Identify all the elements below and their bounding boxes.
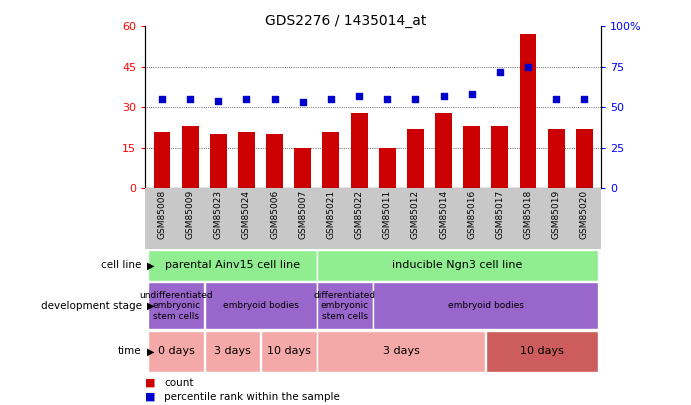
Bar bbox=[379, 148, 396, 188]
Point bbox=[184, 96, 196, 102]
Point bbox=[410, 96, 421, 102]
Text: GSM85011: GSM85011 bbox=[383, 190, 392, 239]
Text: count: count bbox=[164, 378, 194, 388]
Bar bbox=[317, 250, 598, 281]
Text: undifferentiated
embryonic
stem cells: undifferentiated embryonic stem cells bbox=[140, 291, 213, 321]
Text: GSM85024: GSM85024 bbox=[242, 190, 251, 239]
Text: 3 days: 3 days bbox=[383, 346, 419, 356]
Bar bbox=[205, 282, 316, 329]
Text: ■: ■ bbox=[145, 378, 155, 388]
Text: embryoid bodies: embryoid bodies bbox=[223, 301, 299, 310]
Text: GSM85017: GSM85017 bbox=[495, 190, 504, 239]
Text: GSM85009: GSM85009 bbox=[186, 190, 195, 239]
Bar bbox=[435, 113, 452, 188]
Point bbox=[213, 98, 224, 104]
Point bbox=[466, 91, 477, 98]
Text: percentile rank within the sample: percentile rank within the sample bbox=[164, 392, 341, 402]
Bar bbox=[548, 129, 565, 188]
Text: ▶: ▶ bbox=[146, 346, 154, 356]
Text: embryoid bodies: embryoid bodies bbox=[448, 301, 524, 310]
Text: ■: ■ bbox=[145, 392, 155, 402]
Bar bbox=[261, 331, 316, 372]
Point bbox=[579, 96, 590, 102]
Text: parental Ainv15 cell line: parental Ainv15 cell line bbox=[165, 260, 300, 270]
Bar bbox=[317, 282, 373, 329]
Text: ▶: ▶ bbox=[146, 301, 154, 311]
Bar bbox=[153, 132, 171, 188]
Bar bbox=[205, 331, 261, 372]
Text: 10 days: 10 days bbox=[520, 346, 564, 356]
Bar bbox=[463, 126, 480, 188]
Text: GSM85022: GSM85022 bbox=[354, 190, 363, 239]
Bar bbox=[210, 134, 227, 188]
Point bbox=[269, 96, 280, 102]
Bar bbox=[148, 282, 204, 329]
Point bbox=[354, 93, 365, 99]
Text: ▶: ▶ bbox=[146, 260, 154, 270]
Text: 3 days: 3 days bbox=[214, 346, 251, 356]
Bar bbox=[317, 331, 486, 372]
Text: 0 days: 0 days bbox=[158, 346, 194, 356]
Text: GSM85016: GSM85016 bbox=[467, 190, 476, 239]
Text: GSM85007: GSM85007 bbox=[299, 190, 307, 239]
Bar bbox=[323, 132, 339, 188]
Text: differentiated
embryonic
stem cells: differentiated embryonic stem cells bbox=[314, 291, 376, 321]
Text: GSM85006: GSM85006 bbox=[270, 190, 279, 239]
Bar bbox=[294, 148, 311, 188]
Bar bbox=[148, 250, 316, 281]
Bar bbox=[486, 331, 598, 372]
Bar bbox=[407, 129, 424, 188]
Text: GDS2276 / 1435014_at: GDS2276 / 1435014_at bbox=[265, 14, 426, 28]
Bar bbox=[576, 129, 593, 188]
Text: GSM85019: GSM85019 bbox=[551, 190, 560, 239]
Point bbox=[438, 93, 449, 99]
Text: development stage: development stage bbox=[41, 301, 142, 311]
Text: inducible Ngn3 cell line: inducible Ngn3 cell line bbox=[392, 260, 523, 270]
Point bbox=[522, 64, 533, 70]
Point bbox=[494, 68, 505, 75]
Bar bbox=[148, 331, 204, 372]
Bar bbox=[238, 132, 255, 188]
Text: time: time bbox=[118, 346, 142, 356]
Bar bbox=[520, 34, 536, 188]
Bar bbox=[491, 126, 509, 188]
Bar bbox=[373, 282, 598, 329]
Text: cell line: cell line bbox=[102, 260, 142, 270]
Point bbox=[241, 96, 252, 102]
Text: GSM85008: GSM85008 bbox=[158, 190, 167, 239]
Text: GSM85014: GSM85014 bbox=[439, 190, 448, 239]
Bar bbox=[182, 126, 198, 188]
Point bbox=[381, 96, 392, 102]
Bar bbox=[350, 113, 368, 188]
Text: GSM85021: GSM85021 bbox=[326, 190, 335, 239]
Text: 10 days: 10 days bbox=[267, 346, 311, 356]
Text: GSM85023: GSM85023 bbox=[214, 190, 223, 239]
Text: GSM85018: GSM85018 bbox=[524, 190, 533, 239]
Bar bbox=[266, 134, 283, 188]
Point bbox=[551, 96, 562, 102]
Text: GSM85012: GSM85012 bbox=[411, 190, 420, 239]
Point bbox=[325, 96, 337, 102]
Text: GSM85020: GSM85020 bbox=[580, 190, 589, 239]
Point bbox=[156, 96, 167, 102]
Point bbox=[297, 99, 308, 106]
